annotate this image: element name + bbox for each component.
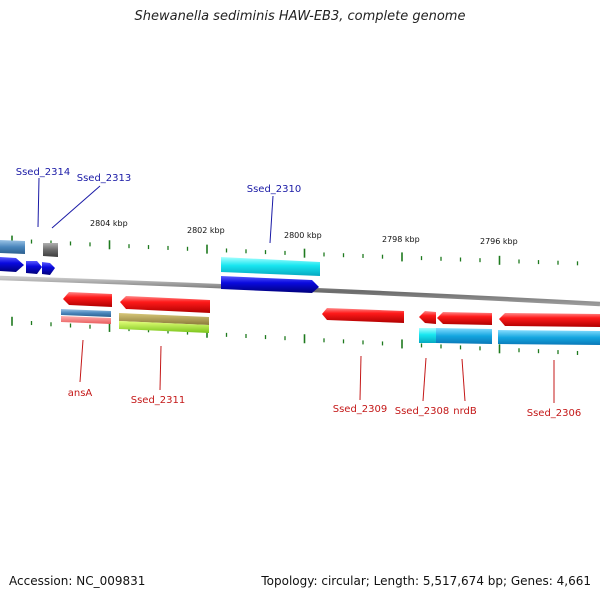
gene-labels-bottom: ansA Ssed_2311 Ssed_2309 Ssed_2308 nrdB … [68,388,582,419]
gene-cyan-upper[interactable] [221,257,320,276]
scale-ticks-top [11,235,579,266]
gene-label-ssed-2314[interactable]: Ssed_2314 [16,167,71,178]
gene-label-ssed-2313[interactable]: Ssed_2313 [77,173,132,184]
genome-summary-text: Topology: circular; Length: 5,517,674 bp… [261,574,591,588]
leader-lines-top [37,177,274,244]
gene-ssed-2314-outer[interactable] [0,240,25,254]
gene-red-ssed-2306-region[interactable] [499,313,600,327]
gene-label-ansa[interactable]: ansA [68,388,93,399]
gene-label-ssed-2306[interactable]: Ssed_2306 [527,408,582,419]
scale-labels: 2804 kbp 2802 kbp 2800 kbp 2798 kbp 2796… [90,219,518,246]
gene-ssed-2309[interactable] [322,308,404,323]
leader-line [37,177,40,228]
leader-line [269,195,274,244]
leader-lines-bottom [79,339,555,403]
gene-red-ssed-2311-region[interactable] [120,296,210,313]
gene-blue-left-1[interactable] [0,257,24,272]
leader-line [159,345,162,391]
gene-ssed-2313-outer[interactable] [43,243,58,257]
gene-label-ssed-2311[interactable]: Ssed_2311 [131,395,186,406]
leader-line [79,339,84,383]
scale-label: 2804 kbp [90,219,128,228]
gene-red-nrdb-region[interactable] [437,312,492,325]
gene-labels-top: Ssed_2314 Ssed_2313 Ssed_2310 [16,167,302,195]
genes-top-strand [0,240,320,293]
leader-line [461,358,466,402]
gene-red-small[interactable] [419,311,436,324]
gene-ssed-2310[interactable] [221,276,319,293]
gene-blue-left-2[interactable] [26,261,42,274]
leader-line [359,355,362,401]
gene-label-nrdb[interactable]: nrdB [453,406,477,417]
gene-label-ssed-2310[interactable]: Ssed_2310 [247,184,302,195]
leader-line [51,185,101,229]
gene-label-ssed-2308[interactable]: Ssed_2308 [395,406,450,417]
gene-label-ssed-2309[interactable]: Ssed_2309 [333,404,388,415]
leader-line [422,357,427,402]
scale-label: 2802 kbp [187,226,225,235]
gene-blue-left-3[interactable] [42,262,55,275]
gene-ssed-2308[interactable] [419,328,436,343]
map-title: Shewanella sediminis HAW-EB3, complete g… [134,9,466,24]
scale-label: 2800 kbp [284,231,322,240]
scale-label: 2798 kbp [382,235,420,244]
gene-ansa-steel[interactable] [61,309,111,317]
scale-label: 2796 kbp [480,237,518,246]
accession-text: Accession: NC_009831 [9,574,146,588]
gene-red-ansa-region[interactable] [63,292,112,307]
gene-ssed-2311[interactable] [119,321,209,333]
gene-ansa[interactable] [61,316,111,324]
genes-bottom-strand [61,292,600,345]
gene-nrdb[interactable] [436,328,492,344]
gene-ssed-2306[interactable] [498,330,600,345]
